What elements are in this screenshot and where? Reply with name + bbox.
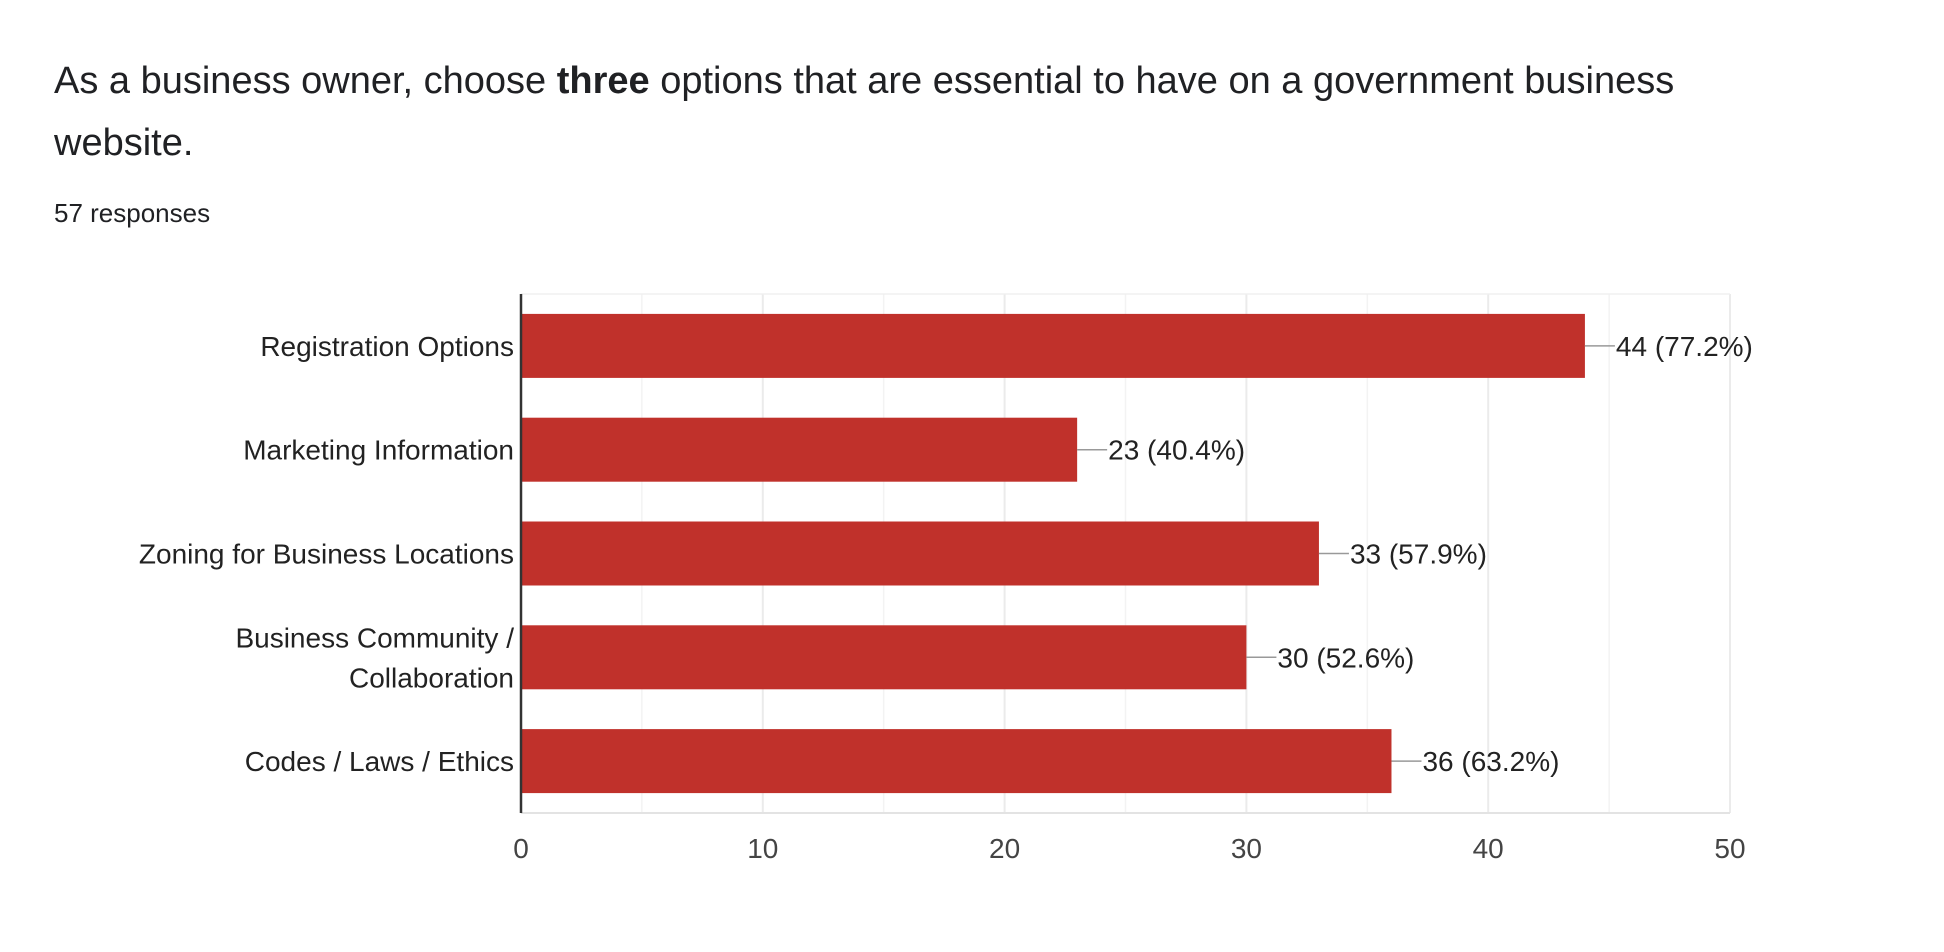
data-label: 36 (63.2%): [1422, 746, 1559, 777]
category-label: Zoning for Business Locations: [139, 539, 514, 570]
category-label: Registration Options: [260, 331, 514, 362]
bar: [521, 729, 1392, 794]
x-tick-label: 10: [747, 833, 778, 864]
question-title: As a business owner, choose three option…: [54, 50, 1814, 174]
x-tick-label: 30: [1231, 833, 1262, 864]
x-tick-label: 20: [989, 833, 1020, 864]
category-label: Marketing Information: [243, 435, 514, 466]
bar: [521, 417, 1078, 482]
title-text-before: As a business owner, choose: [54, 60, 557, 102]
title-text-bold: three: [556, 60, 650, 102]
title-text-after: options that are essential to have on a …: [54, 60, 1675, 164]
data-label: 23 (40.4%): [1108, 435, 1245, 466]
category-label: Codes / Laws / Ethics: [245, 746, 514, 777]
category-label: Business Community /: [235, 622, 514, 653]
bar: [521, 313, 1585, 378]
x-tick-label: 50: [1714, 833, 1745, 864]
x-tick-label: 0: [513, 833, 529, 864]
data-label: 33 (57.9%): [1350, 539, 1487, 570]
response-count: 57 responses: [54, 198, 211, 228]
bar: [521, 625, 1247, 690]
x-tick-label: 40: [1473, 833, 1504, 864]
data-label: 30 (52.6%): [1277, 642, 1414, 673]
bar: [521, 521, 1319, 586]
category-label: Collaboration: [349, 662, 514, 693]
data-label: 44 (77.2%): [1616, 331, 1753, 362]
